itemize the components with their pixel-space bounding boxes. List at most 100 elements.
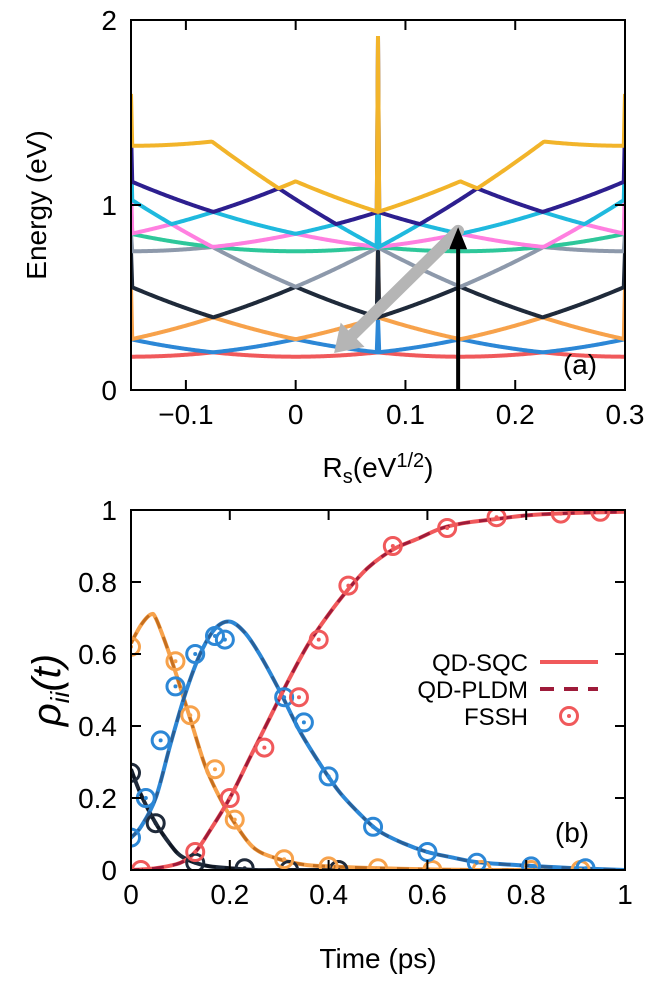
- fssh-point-center: [232, 817, 237, 822]
- fssh-point-center: [173, 659, 178, 664]
- fssh-point-center: [529, 864, 534, 869]
- fssh-point: [180, 705, 201, 726]
- x-tick-label-b: 0: [123, 879, 139, 910]
- fssh-point: [131, 636, 141, 657]
- fssh-point-center: [193, 652, 198, 656]
- ylabel-rho: ρ: [25, 703, 69, 727]
- x-tick-label-b: 0.4: [309, 879, 348, 910]
- fssh-point-center: [390, 544, 395, 548]
- panel-a: −0.1 0 0.1 0.2 0.3 0 1 2 (a) Energy (eV) Rs(eV1…: [21, 5, 644, 488]
- fssh-point: [214, 629, 235, 650]
- population-curves: [131, 510, 625, 870]
- xlabel-base: R: [323, 452, 343, 483]
- xlabel-close: ): [424, 452, 433, 483]
- fssh-point: [422, 860, 443, 870]
- panel-label-b: (b): [555, 817, 589, 848]
- axis-ticks-a: −0.1 0 0.1 0.2 0.3 0 1 2: [101, 5, 644, 430]
- relaxation-arrow-head: [334, 322, 365, 353]
- fssh-point-center: [143, 796, 148, 800]
- ylabel-sub: ii: [45, 690, 75, 703]
- fssh-point: [165, 676, 186, 697]
- fssh-point: [234, 858, 255, 870]
- fssh-point-center: [212, 767, 217, 772]
- legend-label: FSSH: [464, 704, 528, 731]
- fssh-point: [204, 626, 225, 646]
- y-tick-label-b: 0: [101, 855, 117, 886]
- y-tick-label-b: 0.4: [78, 711, 117, 742]
- xlabel-unit: (eV: [353, 452, 397, 483]
- fssh-point: [466, 852, 487, 870]
- fssh-point: [274, 849, 295, 870]
- y-tick-label-b: 0.2: [78, 783, 117, 814]
- fssh-point-center: [158, 738, 163, 743]
- fssh-point-center: [326, 774, 331, 779]
- fssh-point: [590, 510, 611, 522]
- fssh-point: [437, 518, 458, 538]
- fssh-point-center: [222, 637, 227, 642]
- fssh-point: [131, 827, 141, 848]
- relaxation-arrow: [346, 224, 465, 341]
- fssh-point: [521, 856, 542, 870]
- fssh-point: [318, 766, 339, 787]
- fssh-point: [288, 687, 309, 708]
- fssh-point: [185, 842, 206, 862]
- y-axis-label-a: Energy (eV): [21, 130, 52, 279]
- fssh-point: [308, 629, 329, 650]
- fssh-point-center: [301, 720, 306, 725]
- energy-curves: [131, 35, 625, 390]
- fssh-point: [279, 860, 300, 870]
- x-axis-label-a: Rs(eV1/2): [323, 450, 434, 488]
- y-tick-label-b: 0.6: [78, 639, 117, 670]
- y-tick-label-b: 1: [101, 495, 117, 526]
- x-tick-label-b: 0.2: [210, 879, 249, 910]
- xlabel-sup: 1/2: [396, 450, 424, 472]
- fssh-point-center: [262, 745, 267, 750]
- fssh-point-center: [173, 684, 178, 689]
- xlabel-sub: s: [343, 466, 353, 488]
- x-tick-label-b: 0.6: [408, 879, 447, 910]
- x-tick-label-a: 0: [288, 399, 304, 430]
- legend-swatch-dot: [567, 714, 571, 718]
- fssh-point-center: [474, 860, 479, 865]
- fssh-point: [550, 510, 571, 524]
- x-tick-label-a: −0.1: [158, 399, 213, 430]
- legend-label: QD-PLDM: [417, 677, 528, 704]
- legend-label: QD-SQC: [432, 650, 528, 677]
- y-tick-label-a: 1: [101, 190, 117, 221]
- fssh-point: [131, 860, 151, 870]
- fssh-point: [254, 737, 275, 758]
- x-tick-label-a: 0.1: [386, 399, 425, 430]
- fssh-point-center: [346, 583, 351, 588]
- ylabel-arg: (t): [25, 654, 69, 692]
- x-tick-label-b: 0.8: [507, 879, 546, 910]
- x-tick-label-b: 1: [617, 879, 633, 910]
- panel-label-a: (a): [563, 349, 597, 380]
- population-dashed-3: [131, 620, 625, 870]
- y-tick-label-a: 2: [101, 5, 117, 36]
- fssh-point-center: [445, 526, 450, 530]
- y-axis-label-b: ρii(t): [25, 654, 75, 727]
- fssh-point: [185, 644, 206, 664]
- fssh-point-center: [282, 695, 287, 700]
- fssh-point-center: [316, 637, 321, 642]
- fssh-point: [471, 860, 492, 870]
- x-axis-label-b: Time (ps): [319, 943, 436, 974]
- fssh-point: [274, 687, 295, 708]
- fssh-point: [204, 759, 225, 780]
- fssh-point-center: [494, 515, 499, 520]
- legend-swatch-circle: [559, 706, 579, 726]
- energy-curve-10: [131, 35, 625, 215]
- fssh-point-center: [188, 713, 193, 718]
- fssh-point: [185, 852, 206, 870]
- excitation-arrow-head: [449, 227, 468, 250]
- fssh-point: [486, 510, 507, 528]
- fssh-point: [145, 813, 166, 834]
- axis-ticks-b: 0 0.2 0.4 0.6 0.8 1 0 0.2 0.4 0.6 0.8 1: [78, 495, 633, 910]
- fssh-point: [521, 860, 542, 870]
- axes-frame-b: [130, 509, 626, 871]
- fssh-point: [224, 809, 245, 830]
- fssh-point: [338, 575, 359, 596]
- population-solid-1: [131, 768, 625, 870]
- fssh-point: [368, 858, 388, 870]
